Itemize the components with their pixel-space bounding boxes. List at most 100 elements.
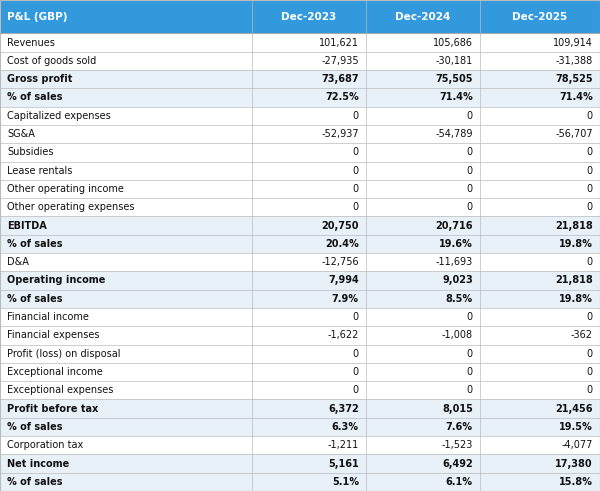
Bar [252, 0, 366, 33]
Text: % of sales: % of sales [7, 92, 63, 103]
Text: Gross profit: Gross profit [7, 74, 73, 84]
Text: 7.9%: 7.9% [332, 294, 359, 304]
Text: -11,693: -11,693 [436, 257, 473, 267]
Text: 73,687: 73,687 [321, 74, 359, 84]
Text: -54,789: -54,789 [436, 129, 473, 139]
Text: 71.4%: 71.4% [559, 92, 593, 103]
Text: 21,818: 21,818 [555, 220, 593, 231]
Text: 20.4%: 20.4% [325, 239, 359, 249]
Text: 6.3%: 6.3% [332, 422, 359, 432]
Bar [0, 162, 600, 180]
Text: 0: 0 [353, 184, 359, 194]
Text: Dec-2025: Dec-2025 [512, 12, 568, 22]
Bar [0, 381, 600, 400]
Text: -1,008: -1,008 [442, 330, 473, 340]
Bar [0, 33, 600, 52]
Bar [480, 0, 600, 33]
Text: Operating income: Operating income [7, 275, 106, 285]
Text: 0: 0 [587, 257, 593, 267]
Bar [0, 0, 252, 33]
Bar [0, 345, 600, 363]
Text: 15.8%: 15.8% [559, 477, 593, 487]
Text: 20,716: 20,716 [436, 220, 473, 231]
Text: 0: 0 [467, 385, 473, 395]
Bar [0, 235, 600, 253]
Text: 19.8%: 19.8% [559, 294, 593, 304]
Bar [0, 308, 600, 326]
Text: 0: 0 [353, 165, 359, 176]
Text: 101,621: 101,621 [319, 37, 359, 48]
Text: Profit before tax: Profit before tax [7, 404, 98, 413]
Text: -31,388: -31,388 [556, 56, 593, 66]
Text: 21,818: 21,818 [555, 275, 593, 285]
Text: SG&A: SG&A [7, 129, 35, 139]
Text: Capitalized expenses: Capitalized expenses [7, 111, 111, 121]
Text: 0: 0 [587, 165, 593, 176]
Text: 0: 0 [467, 202, 473, 212]
Bar [0, 52, 600, 70]
Bar [0, 290, 600, 308]
Text: 0: 0 [587, 147, 593, 158]
Text: 0: 0 [467, 367, 473, 377]
Text: 20,750: 20,750 [322, 220, 359, 231]
Bar [0, 473, 600, 491]
Text: D&A: D&A [7, 257, 29, 267]
Text: 19.6%: 19.6% [439, 239, 473, 249]
Text: 5,161: 5,161 [328, 459, 359, 468]
Text: 0: 0 [587, 111, 593, 121]
Text: 19.8%: 19.8% [559, 239, 593, 249]
Text: 0: 0 [587, 184, 593, 194]
Text: 7,994: 7,994 [328, 275, 359, 285]
Text: 7.6%: 7.6% [446, 422, 473, 432]
Text: 8.5%: 8.5% [446, 294, 473, 304]
Text: 19.5%: 19.5% [559, 422, 593, 432]
Bar [0, 217, 600, 235]
Text: 0: 0 [587, 367, 593, 377]
Text: 0: 0 [353, 111, 359, 121]
Bar [0, 436, 600, 454]
Text: 105,686: 105,686 [433, 37, 473, 48]
Text: 0: 0 [353, 349, 359, 359]
Text: Exceptional income: Exceptional income [7, 367, 103, 377]
Bar [0, 418, 600, 436]
Text: 0: 0 [587, 312, 593, 322]
Text: Other operating income: Other operating income [7, 184, 124, 194]
Text: 6,372: 6,372 [328, 404, 359, 413]
Text: -56,707: -56,707 [555, 129, 593, 139]
Bar [0, 272, 600, 290]
Bar [0, 400, 600, 418]
Text: 0: 0 [467, 147, 473, 158]
Text: 6.1%: 6.1% [446, 477, 473, 487]
Bar [366, 0, 480, 33]
Text: 8,015: 8,015 [442, 404, 473, 413]
Text: Subsidies: Subsidies [7, 147, 54, 158]
Text: Dec-2024: Dec-2024 [395, 12, 451, 22]
Text: 0: 0 [467, 349, 473, 359]
Text: -27,935: -27,935 [321, 56, 359, 66]
Text: P&L (GBP): P&L (GBP) [7, 12, 68, 22]
Text: 75,505: 75,505 [436, 74, 473, 84]
Text: 0: 0 [467, 165, 473, 176]
Text: 0: 0 [587, 202, 593, 212]
Text: Revenues: Revenues [7, 37, 55, 48]
Text: 0: 0 [467, 184, 473, 194]
Text: 17,380: 17,380 [555, 459, 593, 468]
Text: 6,492: 6,492 [442, 459, 473, 468]
Text: 109,914: 109,914 [553, 37, 593, 48]
Bar [0, 143, 600, 162]
Text: 0: 0 [587, 385, 593, 395]
Text: -12,756: -12,756 [321, 257, 359, 267]
Text: 0: 0 [467, 312, 473, 322]
Text: % of sales: % of sales [7, 294, 63, 304]
Bar [0, 326, 600, 345]
Bar [0, 198, 600, 217]
Text: % of sales: % of sales [7, 422, 63, 432]
Text: -1,523: -1,523 [442, 440, 473, 450]
Text: % of sales: % of sales [7, 477, 63, 487]
Text: -1,211: -1,211 [328, 440, 359, 450]
Text: -30,181: -30,181 [436, 56, 473, 66]
Text: 0: 0 [467, 111, 473, 121]
Text: Exceptional expenses: Exceptional expenses [7, 385, 113, 395]
Text: Corporation tax: Corporation tax [7, 440, 83, 450]
Text: -52,937: -52,937 [321, 129, 359, 139]
